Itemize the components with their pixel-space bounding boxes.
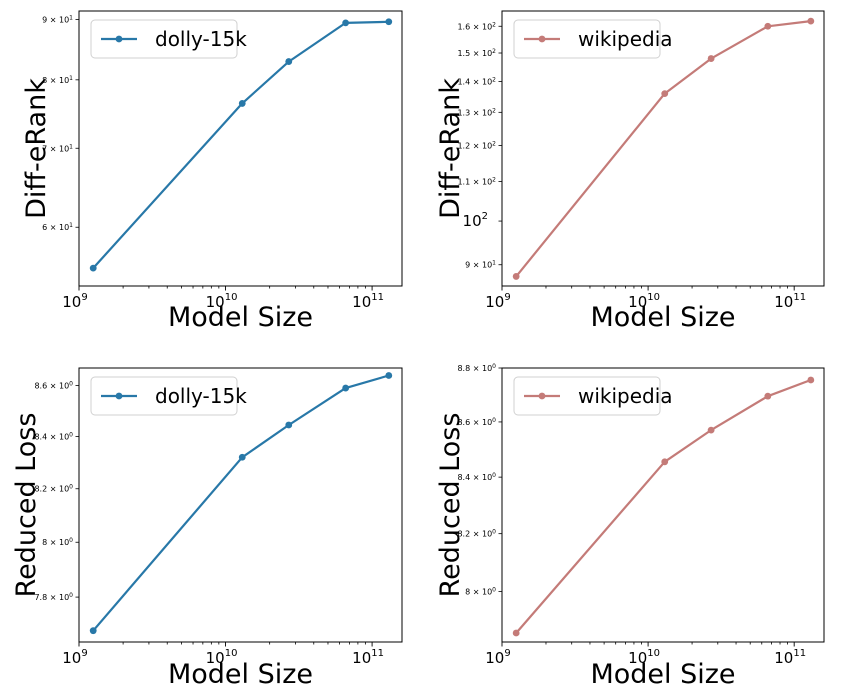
legend-marker bbox=[115, 35, 123, 43]
data-point bbox=[764, 22, 772, 30]
legend: wikipedia bbox=[513, 376, 673, 416]
data-point bbox=[238, 100, 246, 107]
y-tick-label: 8 × 100 bbox=[42, 537, 73, 547]
y-tick-label: 8.2 × 100 bbox=[457, 529, 496, 539]
legend: dolly-15k bbox=[90, 19, 247, 59]
legend-label: wikipedia bbox=[578, 27, 673, 51]
legend-label: wikipedia bbox=[578, 384, 673, 408]
y-tick-label: 9 × 101 bbox=[42, 14, 73, 24]
data-point bbox=[807, 376, 815, 384]
data-point bbox=[385, 372, 393, 379]
y-tick-label: 102 bbox=[463, 211, 488, 230]
panel-dolly-loss: 109 1010 1011 7.8 × 100 8 × 100 8.2 × 100 8.4 … bbox=[11, 367, 403, 690]
legend-box bbox=[90, 376, 238, 416]
y-tick-label: 1.3 × 102 bbox=[457, 107, 496, 117]
data-point bbox=[707, 55, 715, 62]
data-point bbox=[512, 273, 520, 280]
series-line-dolly-15k bbox=[92, 20, 389, 269]
data-point bbox=[285, 421, 293, 429]
legend-box bbox=[513, 19, 661, 59]
data-point bbox=[661, 90, 669, 98]
series-line-wikipedia bbox=[515, 378, 812, 634]
y-tick-label: 8.2 × 100 bbox=[34, 484, 73, 494]
y-tick-label: 7.8 × 100 bbox=[34, 592, 73, 602]
x-axis-label: Model Size bbox=[590, 659, 735, 690]
data-point bbox=[807, 17, 815, 25]
legend-box bbox=[90, 19, 238, 59]
x-tick-label: 109 bbox=[485, 648, 510, 667]
x-axis-label: Model Size bbox=[168, 302, 313, 333]
y-tick-label: 8.6 × 100 bbox=[457, 417, 496, 427]
plot-frame bbox=[501, 367, 825, 643]
x-axis-label: Model Size bbox=[590, 302, 735, 333]
y-tick-label: 1.1 × 102 bbox=[457, 177, 496, 187]
x-tick-label: 1010 bbox=[628, 292, 660, 311]
data-point bbox=[89, 264, 97, 272]
x-tick-label: 1011 bbox=[352, 292, 384, 311]
y-tick-label: 9 × 101 bbox=[465, 260, 496, 270]
y-tick-label: 1.4 × 102 bbox=[457, 77, 496, 87]
y-tick-label: 7 × 101 bbox=[42, 143, 73, 153]
data-point bbox=[285, 58, 293, 65]
plot-frame bbox=[78, 367, 403, 643]
y-tick-label: 8.4 × 100 bbox=[34, 432, 73, 442]
legend: wikipedia bbox=[513, 19, 673, 59]
y-tick-label: 6 × 101 bbox=[42, 222, 73, 232]
x-axis-label: Model Size bbox=[168, 659, 313, 690]
y-tick-label: 1.5 × 102 bbox=[457, 48, 496, 58]
legend-box bbox=[513, 376, 661, 416]
data-point bbox=[342, 384, 350, 392]
x-tick-label: 1010 bbox=[206, 648, 238, 667]
x-tick-label: 1011 bbox=[352, 648, 384, 667]
data-point bbox=[342, 19, 350, 27]
data-point bbox=[764, 392, 772, 400]
legend-marker bbox=[115, 392, 123, 400]
legend: dolly-15k bbox=[90, 376, 247, 416]
data-point bbox=[707, 426, 715, 434]
x-tick-label: 109 bbox=[62, 292, 87, 311]
series-line-wikipedia bbox=[515, 20, 811, 278]
plot-frame bbox=[501, 10, 825, 287]
x-tick-label: 1011 bbox=[774, 292, 806, 311]
x-tick-label: 109 bbox=[485, 292, 510, 311]
y-tick-label: 8 × 101 bbox=[42, 75, 73, 85]
y-tick-label: 1.2 × 102 bbox=[457, 140, 496, 150]
data-point bbox=[89, 627, 97, 635]
panel-wiki-diff: 109 1010 1011 9 × 101 102 1.1 × 102 1.2 × 102 1… bbox=[435, 10, 825, 333]
y-tick-label: 1.6 × 102 bbox=[457, 21, 496, 31]
panel-wiki-loss: 109 1010 1011 8 × 100 8.2 × 100 8.4 × 100 8.6 … bbox=[435, 363, 825, 690]
y-tick-label: 8 × 100 bbox=[465, 587, 496, 597]
panel-dolly-diff: 109 1010 1011 6 × 101 7 × 101 8 × 101 9 × 101 D… bbox=[21, 10, 403, 333]
y-tick-label: 8.4 × 100 bbox=[457, 472, 496, 482]
y-axis-label: Reduced Loss bbox=[11, 413, 42, 598]
x-tick-label: 109 bbox=[62, 648, 87, 667]
y-tick-label: 8.8 × 100 bbox=[457, 363, 496, 373]
y-axis-label: Reduced Loss bbox=[435, 413, 466, 598]
x-tick-label: 1010 bbox=[206, 292, 238, 311]
legend-marker bbox=[538, 392, 546, 400]
x-tick-label: 1010 bbox=[628, 648, 660, 667]
data-point bbox=[238, 453, 246, 461]
legend-marker bbox=[538, 35, 546, 43]
legend-label: dolly-15k bbox=[155, 27, 247, 51]
data-point bbox=[512, 629, 520, 637]
data-point bbox=[385, 18, 393, 26]
y-tick-label: 8.6 × 100 bbox=[34, 381, 73, 391]
y-axis-label: Diff-eRank bbox=[435, 78, 466, 219]
y-axis-label: Diff-eRank bbox=[21, 78, 52, 219]
data-point bbox=[661, 458, 669, 466]
x-tick-label: 1011 bbox=[774, 648, 806, 667]
legend-label: dolly-15k bbox=[155, 384, 247, 408]
